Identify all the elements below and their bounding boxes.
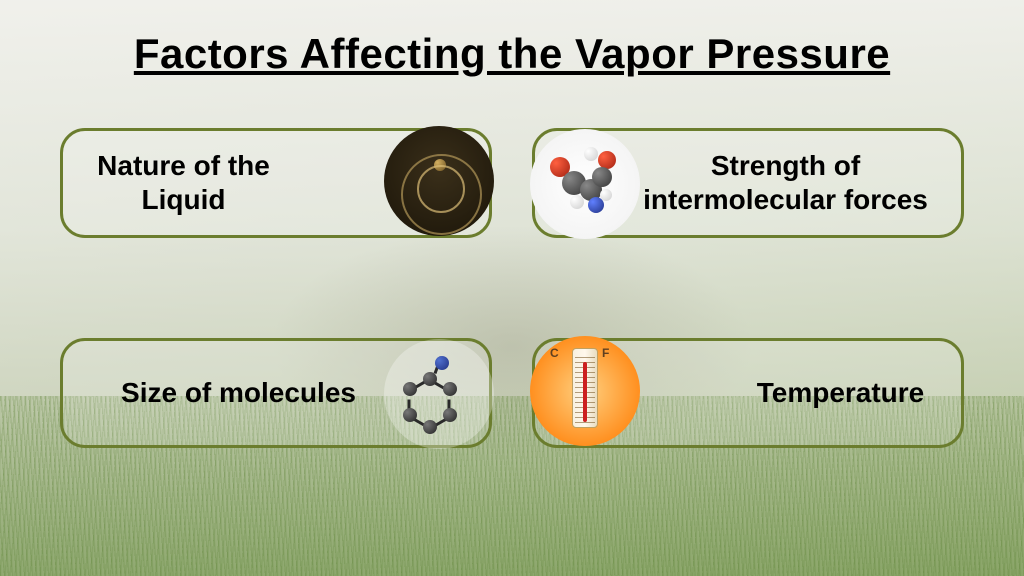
molecule-3d bbox=[540, 139, 630, 229]
card-temperature: C F Temperature bbox=[532, 338, 964, 448]
atom bbox=[423, 372, 437, 386]
card-label: Nature of the Liquid bbox=[63, 149, 379, 216]
atom-hydrogen bbox=[584, 147, 598, 161]
molecule-3d-icon bbox=[530, 129, 640, 239]
atom bbox=[443, 408, 457, 422]
atom bbox=[403, 382, 417, 396]
atom bbox=[423, 420, 437, 434]
cards-grid: Nature of the Liquid bbox=[40, 128, 984, 448]
atom-nitrogen bbox=[588, 197, 604, 213]
atom bbox=[403, 408, 417, 422]
atom-hydrogen bbox=[570, 195, 584, 209]
liquid-ripples-icon bbox=[384, 126, 494, 236]
molecule-2d-icon bbox=[384, 339, 494, 449]
thermometer-mercury bbox=[583, 362, 587, 422]
card-intermolecular-forces: Strength of intermolecular forces bbox=[532, 128, 964, 238]
main-container: Factors Affecting the Vapor Pressure Nat… bbox=[0, 0, 1024, 576]
benzene-structure bbox=[399, 354, 479, 434]
page-title: Factors Affecting the Vapor Pressure bbox=[40, 30, 984, 78]
atom-substituent bbox=[435, 356, 449, 370]
thermometer-icon: C F bbox=[530, 336, 640, 446]
card-size-molecules: Size of molecules bbox=[60, 338, 492, 448]
thermo-unit-c: C bbox=[550, 346, 559, 360]
atom-carbon bbox=[592, 167, 612, 187]
liquid-drop bbox=[434, 159, 446, 171]
card-label: Temperature bbox=[645, 376, 961, 410]
card-nature-liquid: Nature of the Liquid bbox=[60, 128, 492, 238]
atom bbox=[443, 382, 457, 396]
thermo-unit-f: F bbox=[602, 346, 609, 360]
